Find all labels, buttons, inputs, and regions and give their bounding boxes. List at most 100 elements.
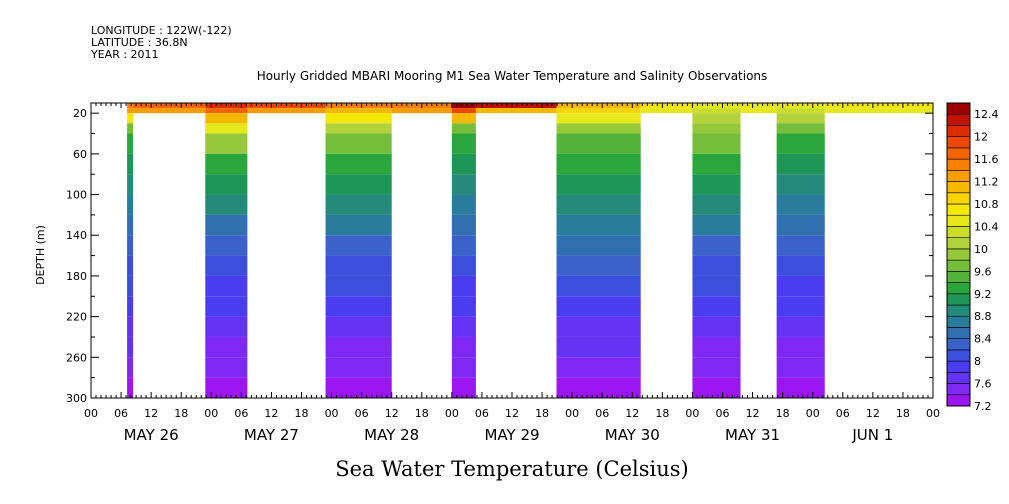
heatmap-cell [776,133,825,154]
colorbar-swatch [946,181,971,194]
x-day-label: MAY 28 [364,426,419,444]
y-tick-label: 20 [73,107,87,120]
y-axis: 20 60 100 140 180 220 260 300 [66,107,933,405]
heatmap-cell [776,336,825,358]
heatmap-cell [776,275,825,297]
heatmap-cell [692,296,741,317]
colorbar-swatch [946,293,971,306]
heatmap-cell [325,316,392,337]
colorbar-label: 10 [974,243,988,256]
heatmap-cell [556,357,641,378]
heatmap-cell [451,357,476,378]
heatmap-cell [776,214,825,236]
heatmap-cell [451,255,476,276]
heatmap-cell [556,113,641,124]
heatmap-cell [127,296,134,317]
heatmap-cell [692,174,741,195]
heatmap-cell [205,123,248,134]
y-tick-label: 300 [66,392,87,405]
colorbar-label: 10.4 [974,220,999,233]
heatmap-cell [692,255,741,276]
x-hour-tick-label: 06 [716,407,730,420]
colorbar-swatch [946,360,971,373]
heatmap-cell [127,123,134,134]
colorbar-swatch [946,248,971,261]
heatmap-cell [205,235,248,256]
heatmap-cells [127,103,933,398]
colorbar-swatch [946,259,971,272]
heatmap-cell [692,133,741,154]
colorbar-swatch [946,158,971,171]
x-hour-tick-label: 18 [896,407,910,420]
heatmap-cell [556,377,641,398]
heatmap-cell [556,103,641,109]
heatmap-cell [127,214,134,236]
heatmap-cell [556,194,641,215]
heatmap-cell [127,113,134,124]
heatmap-cell [692,103,741,109]
heatmap-cell [556,235,641,256]
heatmap-cell [692,194,741,215]
colorbar-swatch [946,315,971,328]
heatmap-cell [451,113,476,124]
heatmap-cell [692,108,741,114]
heatmap-cell [692,153,741,175]
x-hour-tick-label: 00 [445,407,459,420]
colorbar-swatch [946,271,971,283]
colorbar-label: 9.6 [974,265,992,278]
heatmap-cell [556,123,641,134]
heatmap-cell [451,235,476,256]
heatmap-cell [325,103,392,109]
heatmap-cell [692,214,741,236]
x-hour-tick-label: 12 [866,407,880,420]
heatmap-cell [205,336,248,358]
heatmap-cell [325,108,392,114]
heatmap-cell [205,296,248,317]
x-hour-tick-label: 18 [415,407,429,420]
x-hour-tick-label: 12 [625,407,639,420]
heatmap-cell [692,336,741,358]
colorbar-label: 12 [974,131,988,144]
x-hour-tick-label: 00 [204,407,218,420]
colorbar-swatch [946,226,971,238]
heatmap-cell [692,357,741,378]
heatmap-cell [776,316,825,337]
x-hour-tick-label: 06 [595,407,609,420]
heatmap-cell [205,377,248,398]
colorbar-swatch [946,282,971,295]
heatmap-cell [127,275,134,297]
heatmap-cell [475,103,557,109]
colorbar-swatch [946,192,971,205]
heatmap-cell [325,153,392,175]
heatmap-cell [692,275,741,297]
heatmap-cell [824,103,933,109]
x-day-label: MAY 29 [484,426,539,444]
heatmap-cell [451,377,476,398]
heatmap-cell [556,316,641,337]
heatmap-cell [640,108,693,114]
x-hour-tick-label: 18 [295,407,309,420]
heatmap-cell [127,357,134,378]
heatmap-cell [556,214,641,236]
heatmap-cell [205,255,248,276]
colorbar-swatch [946,304,971,317]
heatmap-cell [127,336,134,358]
heatmap-cell [205,214,248,236]
heatmap-cell [205,194,248,215]
heatmap-cell [205,316,248,337]
colorbar-swatch [946,147,971,160]
latitude-label: LATITUDE : 36.8N [91,36,188,49]
x-day-label: MAY 31 [725,426,780,444]
heatmap-cell [556,336,641,358]
colorbar-swatch [946,203,971,216]
y-tick-label: 220 [66,311,87,324]
heatmap-cell [451,133,476,154]
x-hour-tick-label: 12 [746,407,760,420]
heatmap-cell [451,275,476,297]
heatmap-cell [325,113,392,124]
heatmap-cell [451,123,476,134]
x-hour-tick-label: 00 [685,407,699,420]
heatmap-cell [325,377,392,398]
colorbar-swatch [946,136,971,149]
bottom-variable-label: Sea Water Temperature (Celsius) [335,457,689,481]
